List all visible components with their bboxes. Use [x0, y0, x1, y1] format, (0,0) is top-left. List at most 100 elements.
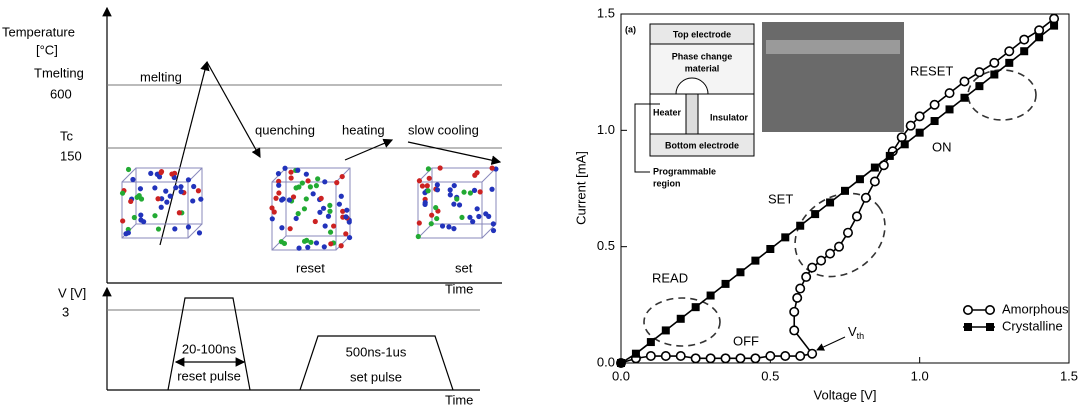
atom	[331, 223, 337, 229]
atom	[308, 239, 314, 245]
atom	[451, 182, 457, 189]
atom	[451, 225, 457, 232]
point	[796, 221, 805, 230]
cube-edge	[271, 235, 287, 251]
atom	[338, 193, 344, 199]
atom	[340, 208, 346, 214]
atom	[185, 177, 192, 183]
inset-text: region	[653, 178, 681, 188]
legend-marker	[964, 323, 972, 331]
point	[807, 262, 818, 273]
y-tick-label: 0.5	[597, 238, 615, 253]
atom	[419, 183, 426, 189]
point	[795, 283, 806, 294]
point	[781, 233, 790, 242]
atom	[317, 209, 323, 215]
atom	[155, 196, 161, 202]
annotation: SET	[768, 191, 793, 206]
atom	[288, 169, 294, 175]
atom	[196, 230, 203, 236]
atom	[313, 183, 320, 189]
point	[975, 82, 984, 91]
point	[869, 176, 880, 187]
atom	[280, 196, 286, 202]
atom	[125, 230, 131, 236]
atom	[119, 190, 126, 196]
point	[905, 120, 916, 131]
x-tick-label: 1.0	[911, 368, 929, 383]
point	[661, 326, 670, 335]
atom	[312, 218, 318, 225]
atom	[155, 226, 162, 232]
set-pulse	[299, 335, 454, 391]
atom	[128, 198, 134, 205]
point	[705, 353, 716, 364]
heater	[685, 93, 699, 135]
point	[841, 186, 849, 195]
pcm-layer	[649, 43, 755, 95]
atom	[327, 229, 334, 235]
atom	[470, 219, 476, 225]
point	[930, 117, 939, 126]
plot-frame	[620, 13, 1070, 364]
atom	[303, 196, 309, 202]
pulse-time: 20-100ns	[182, 341, 237, 356]
inset-text: Bottom electrode	[665, 140, 739, 150]
point	[990, 70, 999, 79]
atom	[148, 170, 154, 177]
atom	[152, 213, 158, 219]
atom	[173, 185, 179, 191]
point	[691, 303, 700, 312]
atom	[295, 211, 301, 217]
inset-text: material	[685, 63, 720, 73]
level-label: Tmelting	[34, 65, 84, 80]
sem-image-band	[766, 40, 900, 54]
point	[676, 314, 685, 323]
process-label: heating	[342, 122, 385, 137]
atom	[130, 176, 136, 183]
point	[617, 359, 625, 367]
point	[914, 111, 925, 122]
point	[816, 255, 827, 266]
cube-face	[121, 181, 189, 239]
atom	[424, 183, 430, 189]
level-value: 150	[60, 148, 82, 163]
legend-marker	[984, 304, 995, 315]
atom	[305, 178, 311, 184]
cube-face	[431, 167, 497, 225]
point	[870, 163, 879, 172]
region-ellipse	[794, 192, 886, 278]
point	[690, 353, 701, 364]
atom	[195, 188, 202, 194]
atom	[451, 201, 457, 207]
atom	[164, 199, 170, 205]
x-axis-label: Voltage [V]	[814, 387, 877, 402]
atom	[336, 201, 342, 207]
atom	[137, 186, 144, 192]
atom	[185, 224, 192, 230]
atom	[178, 189, 184, 195]
axis-label: Time	[445, 281, 473, 296]
bottom-electrode	[649, 133, 755, 157]
point	[750, 353, 761, 364]
atom	[322, 223, 328, 229]
point	[720, 353, 731, 364]
point	[646, 338, 655, 347]
atom	[322, 179, 328, 185]
pointer	[634, 103, 660, 173]
legend-label: Crystalline	[1002, 318, 1063, 333]
legend-label: Amorphous	[1002, 301, 1069, 316]
point	[1035, 33, 1044, 42]
point	[896, 132, 907, 143]
atom	[299, 180, 305, 186]
atom	[461, 189, 467, 195]
point	[851, 211, 862, 222]
atom	[339, 173, 345, 180]
point	[631, 349, 640, 358]
atom	[172, 226, 178, 232]
atom	[138, 212, 144, 218]
atom	[429, 212, 435, 218]
point	[721, 279, 730, 288]
point	[825, 248, 836, 259]
atom	[434, 182, 440, 188]
